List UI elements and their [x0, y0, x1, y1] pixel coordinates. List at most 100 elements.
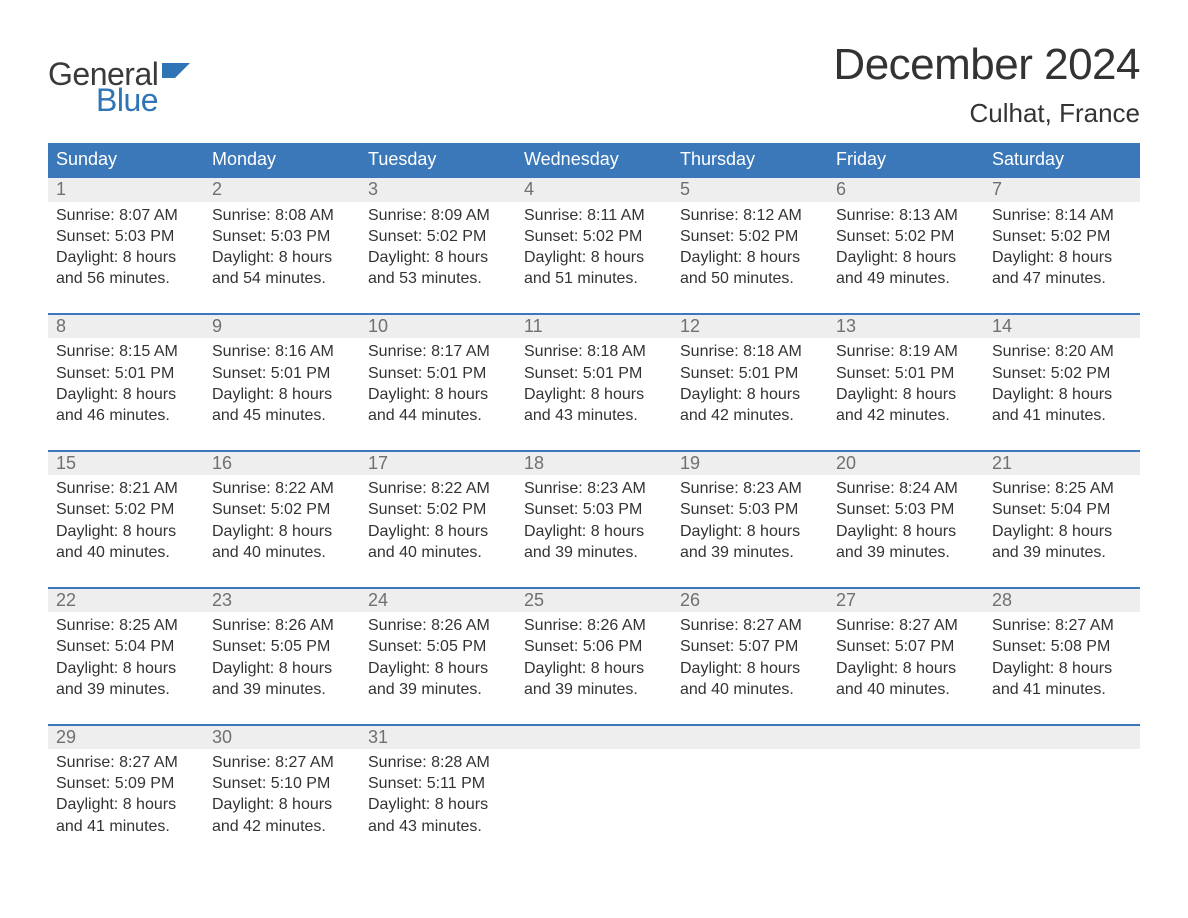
daylight-line2: and 54 minutes. — [212, 268, 352, 289]
sunrise-text: Sunrise: 8:11 AM — [524, 205, 664, 226]
day-number: 21 — [984, 452, 1140, 476]
sunrise-text: Sunrise: 8:15 AM — [56, 341, 196, 362]
day-number: 5 — [672, 178, 828, 202]
sunrise-text: Sunrise: 8:23 AM — [524, 478, 664, 499]
sunrise-text: Sunrise: 8:26 AM — [212, 615, 352, 636]
day-number: 8 — [48, 315, 204, 339]
sunrise-text: Sunrise: 8:27 AM — [992, 615, 1132, 636]
day-cell: Sunrise: 8:18 AMSunset: 5:01 PMDaylight:… — [672, 338, 828, 433]
daylight-line2: and 40 minutes. — [836, 679, 976, 700]
day-cell: Sunrise: 8:25 AMSunset: 5:04 PMDaylight:… — [984, 475, 1140, 570]
sunrise-text: Sunrise: 8:25 AM — [56, 615, 196, 636]
sunrise-text: Sunrise: 8:18 AM — [524, 341, 664, 362]
daylight-line1: Daylight: 8 hours — [836, 384, 976, 405]
day-number: 19 — [672, 452, 828, 476]
daylight-line1: Daylight: 8 hours — [992, 521, 1132, 542]
sunset-text: Sunset: 5:01 PM — [680, 363, 820, 384]
day-cell: Sunrise: 8:12 AMSunset: 5:02 PMDaylight:… — [672, 202, 828, 297]
sunrise-text: Sunrise: 8:09 AM — [368, 205, 508, 226]
daylight-line1: Daylight: 8 hours — [836, 521, 976, 542]
sunset-text: Sunset: 5:03 PM — [212, 226, 352, 247]
daylight-line1: Daylight: 8 hours — [212, 247, 352, 268]
day-number-row: 1234567 — [48, 178, 1140, 202]
daylight-line1: Daylight: 8 hours — [56, 658, 196, 679]
sunset-text: Sunset: 5:02 PM — [56, 499, 196, 520]
day-number: 23 — [204, 589, 360, 613]
daylight-line1: Daylight: 8 hours — [368, 247, 508, 268]
sunrise-text: Sunrise: 8:24 AM — [836, 478, 976, 499]
daylight-line1: Daylight: 8 hours — [368, 521, 508, 542]
day-number: 14 — [984, 315, 1140, 339]
day-number: 22 — [48, 589, 204, 613]
day-cell: Sunrise: 8:23 AMSunset: 5:03 PMDaylight:… — [516, 475, 672, 570]
daylight-line2: and 39 minutes. — [992, 542, 1132, 563]
day-cell: Sunrise: 8:27 AMSunset: 5:08 PMDaylight:… — [984, 612, 1140, 707]
sunrise-text: Sunrise: 8:12 AM — [680, 205, 820, 226]
day-cell: Sunrise: 8:18 AMSunset: 5:01 PMDaylight:… — [516, 338, 672, 433]
day-number: 4 — [516, 178, 672, 202]
sunrise-text: Sunrise: 8:08 AM — [212, 205, 352, 226]
day-cell: Sunrise: 8:07 AMSunset: 5:03 PMDaylight:… — [48, 202, 204, 297]
day-cell: Sunrise: 8:27 AMSunset: 5:09 PMDaylight:… — [48, 749, 204, 844]
daylight-line2: and 39 minutes. — [56, 679, 196, 700]
daylight-line2: and 42 minutes. — [680, 405, 820, 426]
daylight-line2: and 39 minutes. — [368, 679, 508, 700]
day-number — [984, 726, 1140, 750]
sunset-text: Sunset: 5:02 PM — [368, 226, 508, 247]
sunrise-text: Sunrise: 8:28 AM — [368, 752, 508, 773]
sunrise-text: Sunrise: 8:21 AM — [56, 478, 196, 499]
daylight-line1: Daylight: 8 hours — [368, 658, 508, 679]
day-cell — [672, 749, 828, 844]
day-cell: Sunrise: 8:22 AMSunset: 5:02 PMDaylight:… — [360, 475, 516, 570]
day-number-row: 293031 — [48, 726, 1140, 750]
daylight-line2: and 39 minutes. — [524, 679, 664, 700]
sunset-text: Sunset: 5:03 PM — [836, 499, 976, 520]
daylight-line1: Daylight: 8 hours — [524, 247, 664, 268]
sunset-text: Sunset: 5:07 PM — [680, 636, 820, 657]
daylight-line2: and 39 minutes. — [836, 542, 976, 563]
day-number: 27 — [828, 589, 984, 613]
day-number — [672, 726, 828, 750]
daylight-line1: Daylight: 8 hours — [992, 658, 1132, 679]
daylight-line1: Daylight: 8 hours — [836, 658, 976, 679]
calendar-week: 15161718192021Sunrise: 8:21 AMSunset: 5:… — [48, 450, 1140, 571]
day-cell: Sunrise: 8:13 AMSunset: 5:02 PMDaylight:… — [828, 202, 984, 297]
daylight-line2: and 39 minutes. — [524, 542, 664, 563]
calendar: Sunday Monday Tuesday Wednesday Thursday… — [48, 143, 1140, 845]
day-cell: Sunrise: 8:26 AMSunset: 5:05 PMDaylight:… — [204, 612, 360, 707]
dow-monday: Monday — [204, 143, 360, 176]
day-number-row: 22232425262728 — [48, 589, 1140, 613]
daylight-line1: Daylight: 8 hours — [368, 384, 508, 405]
sunset-text: Sunset: 5:01 PM — [56, 363, 196, 384]
day-number: 16 — [204, 452, 360, 476]
day-number: 31 — [360, 726, 516, 750]
day-number: 7 — [984, 178, 1140, 202]
daylight-line2: and 41 minutes. — [56, 816, 196, 837]
daylight-line2: and 51 minutes. — [524, 268, 664, 289]
day-number: 25 — [516, 589, 672, 613]
daylight-line1: Daylight: 8 hours — [992, 384, 1132, 405]
daylight-line1: Daylight: 8 hours — [56, 521, 196, 542]
daylight-line1: Daylight: 8 hours — [836, 247, 976, 268]
day-cell — [516, 749, 672, 844]
sunset-text: Sunset: 5:02 PM — [680, 226, 820, 247]
day-number-row: 15161718192021 — [48, 452, 1140, 476]
day-cell: Sunrise: 8:25 AMSunset: 5:04 PMDaylight:… — [48, 612, 204, 707]
sunrise-text: Sunrise: 8:27 AM — [680, 615, 820, 636]
day-cell: Sunrise: 8:20 AMSunset: 5:02 PMDaylight:… — [984, 338, 1140, 433]
day-number: 18 — [516, 452, 672, 476]
day-cell: Sunrise: 8:27 AMSunset: 5:07 PMDaylight:… — [828, 612, 984, 707]
sunrise-text: Sunrise: 8:13 AM — [836, 205, 976, 226]
daylight-line2: and 41 minutes. — [992, 679, 1132, 700]
daylight-line1: Daylight: 8 hours — [680, 658, 820, 679]
daylight-line1: Daylight: 8 hours — [56, 794, 196, 815]
daylight-line2: and 41 minutes. — [992, 405, 1132, 426]
day-number: 28 — [984, 589, 1140, 613]
day-cell: Sunrise: 8:16 AMSunset: 5:01 PMDaylight:… — [204, 338, 360, 433]
sunrise-text: Sunrise: 8:27 AM — [836, 615, 976, 636]
day-number: 12 — [672, 315, 828, 339]
dow-tuesday: Tuesday — [360, 143, 516, 176]
daylight-line2: and 40 minutes. — [212, 542, 352, 563]
daylight-line2: and 47 minutes. — [992, 268, 1132, 289]
weeks-container: 1234567Sunrise: 8:07 AMSunset: 5:03 PMDa… — [48, 176, 1140, 845]
